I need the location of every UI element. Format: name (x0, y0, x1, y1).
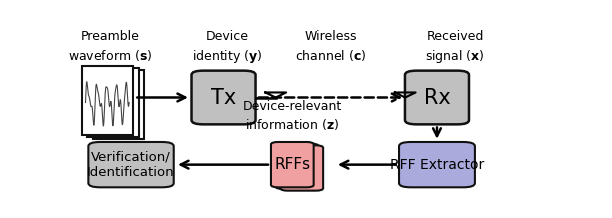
Text: Tx: Tx (211, 87, 236, 107)
FancyArrowPatch shape (433, 127, 441, 136)
Text: Rx: Rx (424, 87, 450, 107)
FancyBboxPatch shape (271, 142, 314, 187)
FancyArrowPatch shape (340, 161, 396, 169)
FancyArrowPatch shape (258, 94, 400, 101)
Text: Device-relevant
information ($\mathbf{z}$): Device-relevant information ($\mathbf{z}… (243, 100, 342, 132)
Text: Received
signal ($\mathbf{x}$): Received signal ($\mathbf{x}$) (425, 30, 485, 65)
FancyArrowPatch shape (137, 94, 185, 101)
Text: Verification/
Identification: Verification/ Identification (88, 151, 175, 179)
FancyBboxPatch shape (192, 71, 256, 124)
FancyArrowPatch shape (181, 161, 268, 169)
Text: Device
identity ($\mathbf{y}$): Device identity ($\mathbf{y}$) (192, 30, 263, 65)
FancyBboxPatch shape (82, 66, 133, 135)
Text: Wireless
channel ($\mathbf{c}$): Wireless channel ($\mathbf{c}$) (295, 30, 367, 63)
FancyBboxPatch shape (280, 145, 323, 191)
FancyBboxPatch shape (88, 142, 174, 187)
FancyBboxPatch shape (93, 70, 144, 139)
Text: RFFs: RFFs (274, 157, 310, 172)
Text: RFF Extractor: RFF Extractor (390, 158, 484, 172)
FancyBboxPatch shape (88, 68, 139, 137)
Text: Preamble
waveform ($\mathbf{s}$): Preamble waveform ($\mathbf{s}$) (69, 30, 153, 63)
FancyBboxPatch shape (276, 144, 318, 189)
FancyBboxPatch shape (405, 71, 469, 124)
FancyBboxPatch shape (399, 142, 475, 187)
